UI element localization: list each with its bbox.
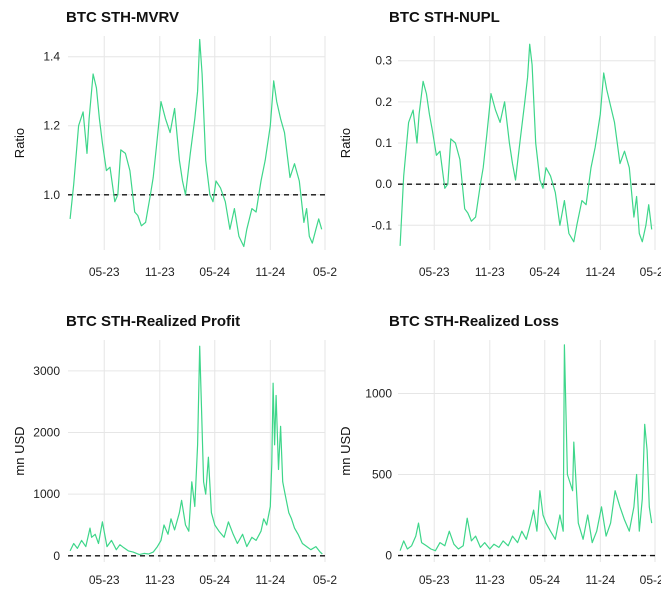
x-tick-label: 05-2 [313,265,337,279]
series-line [69,345,323,556]
x-tick-label: 05-23 [419,573,450,587]
y-tick-label: 500 [372,467,392,481]
x-tick-label: 11-24 [585,573,615,587]
y-tick-label: 1.0 [43,188,60,202]
x-tick-label: 05-23 [89,265,120,279]
y-axis-label: Ratio [12,128,27,158]
y-axis-label: Ratio [338,128,353,158]
y-tick-label: 0.0 [375,177,392,191]
y-tick-label: 0.3 [375,54,392,68]
x-tick-label: 05-25 [640,573,661,587]
y-tick-label: 0 [385,549,392,563]
x-tick-label: 05-23 [89,573,120,587]
x-tick-label: 05-24 [199,573,230,587]
x-tick-label: 11-23 [145,573,175,587]
chart-title: BTC STH-NUPL [389,9,500,26]
y-tick-label: 1.2 [43,119,60,133]
y-axis-label: mn USD [338,426,353,475]
y-tick-label: 2000 [33,426,60,440]
y-tick-label: 3000 [33,364,60,378]
x-tick-label: 11-24 [585,265,615,279]
y-tick-label: -0.1 [371,218,392,232]
chart-title: BTC STH-Realized Loss [389,313,559,330]
x-tick-label: 11-23 [145,265,175,279]
chart-title: BTC STH-MVRV [66,9,179,26]
y-tick-label: 1.4 [43,50,60,64]
series-line [399,43,653,246]
x-tick-label: 11-24 [255,573,285,587]
x-tick-label: 11-23 [475,573,505,587]
x-tick-label: 05-24 [529,265,560,279]
y-tick-label: 0 [53,549,60,563]
x-tick-label: 05-2 [313,573,337,587]
y-tick-label: 0.2 [375,95,392,109]
x-tick-label: 11-24 [255,265,285,279]
y-axis-label: mn USD [12,426,27,475]
y-tick-label: 0.1 [375,136,392,150]
series-line [399,344,653,552]
x-tick-label: 05-24 [199,265,230,279]
y-tick-label: 1000 [33,487,60,501]
y-tick-label: 1000 [365,386,392,400]
x-tick-label: 11-23 [475,265,505,279]
x-tick-label: 05-25 [640,265,661,279]
x-tick-label: 05-23 [419,265,450,279]
chart-title: BTC STH-Realized Profit [66,313,240,330]
x-tick-label: 05-24 [529,573,560,587]
series-line [69,38,323,248]
